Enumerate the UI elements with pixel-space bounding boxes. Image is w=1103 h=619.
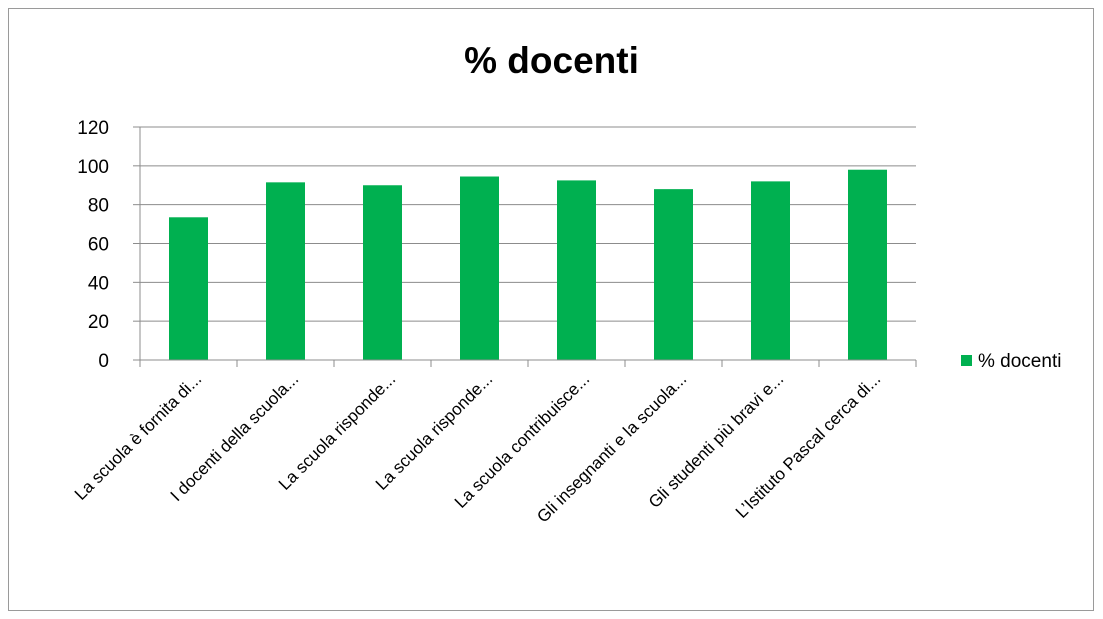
bar (557, 180, 596, 360)
y-tick-label: 40 (88, 273, 109, 294)
bar (460, 176, 499, 360)
y-tick-label: 0 (98, 351, 109, 372)
legend-swatch (961, 355, 972, 366)
bar (654, 189, 693, 360)
gridlines (133, 126, 916, 361)
y-axis-ticks: 0 20 40 60 80 100 120 (77, 118, 109, 372)
bar (751, 181, 790, 360)
bar (266, 182, 305, 360)
bar (363, 185, 402, 360)
x-axis (139, 359, 917, 367)
x-axis-tick-labels: La scuola è fornita di...I docenti della… (71, 369, 884, 526)
bar (848, 169, 887, 360)
chart-title: % docenti (464, 40, 639, 81)
legend-label: % docenti (978, 351, 1061, 372)
legend: % docenti (961, 351, 1061, 372)
y-tick-label: 80 (88, 196, 109, 217)
bar (169, 217, 208, 360)
y-tick-label: 100 (77, 157, 109, 178)
y-tick-label: 60 (88, 235, 109, 256)
bars (169, 169, 887, 360)
y-tick-label: 20 (88, 312, 109, 333)
y-tick-label: 120 (77, 118, 109, 139)
